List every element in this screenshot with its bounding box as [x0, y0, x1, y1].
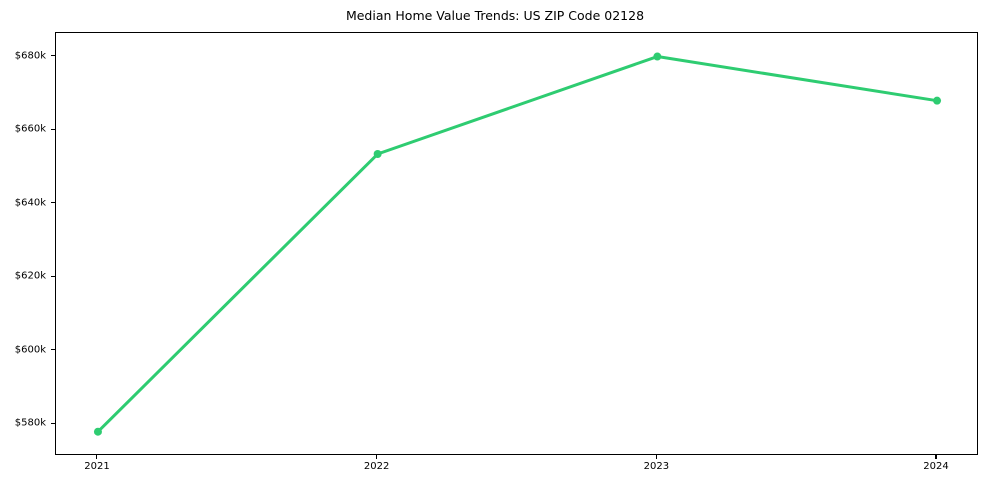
x-axis-tick-mark: [96, 455, 98, 459]
y-axis-tick-mark: [51, 275, 55, 277]
data-point-marker: [93, 427, 102, 436]
y-axis-tick-label: $640k: [14, 197, 46, 209]
data-point-marker: [653, 52, 662, 61]
data-point-marker: [373, 150, 382, 159]
data-point-marker: [933, 96, 942, 105]
y-axis-tick-label: $680k: [14, 50, 46, 62]
y-axis-tick-mark: [51, 349, 55, 351]
x-axis-tick-label: 2022: [363, 461, 390, 472]
x-axis-tick-mark: [655, 455, 657, 459]
y-axis-tick-label: $660k: [14, 123, 46, 135]
x-axis-tick-label: 2024: [923, 461, 949, 472]
y-axis-tick-label: $580k: [14, 417, 46, 429]
y-axis-tick-mark: [51, 202, 55, 204]
x-axis-tick-label: 2023: [643, 461, 670, 472]
y-axis-tick-mark: [51, 128, 55, 130]
x-axis-tick-mark: [935, 455, 937, 459]
series-line-median-home-value: [93, 52, 942, 436]
y-axis-tick-label: $620k: [14, 270, 46, 282]
x-axis-tick-mark: [376, 455, 378, 459]
plot-area: [55, 32, 978, 455]
x-axis-tick-label: 2021: [84, 461, 110, 472]
y-axis-tick-mark: [51, 54, 55, 57]
y-axis-tick-label: $600k: [14, 344, 46, 356]
chart-title: Median Home Value Trends: US ZIP Code 02…: [345, 8, 645, 23]
y-axis-tick-mark: [51, 422, 55, 424]
